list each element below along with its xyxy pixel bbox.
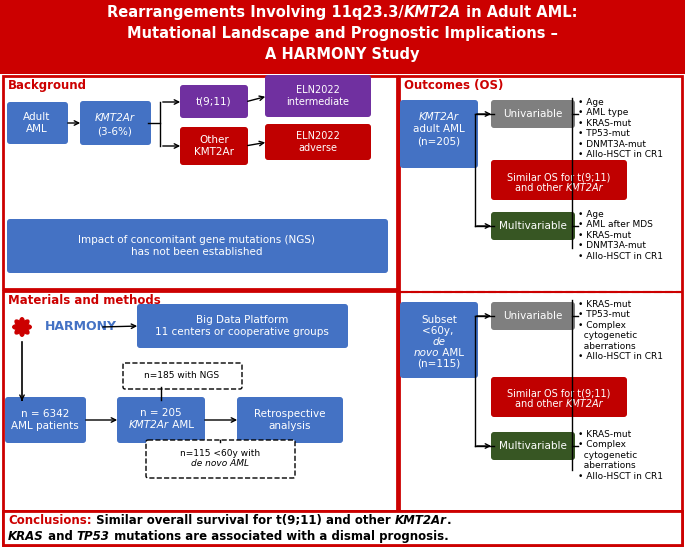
Text: KMT2Ar: KMT2Ar: [419, 112, 459, 122]
Text: KMT2Ar: KMT2Ar: [566, 183, 603, 193]
Text: Background: Background: [8, 79, 87, 92]
Text: Similar OS for t(9;11): Similar OS for t(9;11): [508, 172, 611, 182]
Text: • KRAS-mut
• Complex
  cytogenetic
  aberrations
• Allo-HSCT in CR1: • KRAS-mut • Complex cytogenetic aberrat…: [578, 430, 663, 481]
FancyBboxPatch shape: [491, 377, 627, 417]
Text: n = 6342
AML patients: n = 6342 AML patients: [11, 409, 79, 431]
Text: in Adult AML:: in Adult AML:: [461, 5, 577, 20]
Text: Retrospective
analysis: Retrospective analysis: [254, 409, 326, 431]
Text: KMT2Ar: KMT2Ar: [95, 113, 135, 123]
Text: KMT2Ar: KMT2Ar: [128, 420, 169, 430]
Text: Conclusions:: Conclusions:: [8, 514, 92, 527]
FancyBboxPatch shape: [5, 397, 86, 443]
Text: KRAS: KRAS: [8, 530, 44, 543]
FancyBboxPatch shape: [400, 100, 478, 168]
Text: Adult
AML: Adult AML: [23, 112, 51, 134]
Bar: [0, 0, 685, 74]
FancyBboxPatch shape: [491, 160, 627, 200]
FancyBboxPatch shape: [491, 302, 575, 330]
Text: and other: and other: [515, 399, 566, 409]
FancyBboxPatch shape: [117, 397, 205, 443]
Text: KMT2Ar: KMT2Ar: [395, 514, 447, 527]
FancyBboxPatch shape: [400, 302, 478, 378]
Text: HARMONY: HARMONY: [45, 321, 117, 334]
Ellipse shape: [21, 327, 29, 335]
Text: novo: novo: [414, 348, 439, 358]
Text: Big Data Platform
11 centers or cooperative groups: Big Data Platform 11 centers or cooperat…: [155, 315, 329, 337]
Ellipse shape: [19, 327, 25, 337]
Text: (n=205): (n=205): [417, 136, 460, 146]
FancyBboxPatch shape: [180, 127, 248, 165]
Text: Other
KMT2Ar: Other KMT2Ar: [194, 135, 234, 157]
Ellipse shape: [19, 317, 25, 327]
FancyBboxPatch shape: [137, 304, 348, 348]
FancyBboxPatch shape: [491, 432, 575, 460]
Text: de novo AML: de novo AML: [191, 459, 249, 468]
FancyBboxPatch shape: [146, 440, 295, 478]
FancyBboxPatch shape: [265, 75, 371, 117]
Text: Subset: Subset: [421, 315, 457, 325]
Text: and: and: [44, 530, 77, 543]
Text: <60y,: <60y,: [422, 326, 456, 336]
FancyBboxPatch shape: [180, 85, 248, 118]
Ellipse shape: [14, 319, 23, 328]
Text: AML: AML: [169, 420, 194, 430]
Text: TP53: TP53: [77, 530, 110, 543]
FancyBboxPatch shape: [491, 100, 575, 128]
Text: ELN2022
intermediate: ELN2022 intermediate: [286, 85, 349, 107]
Bar: [3, 511, 682, 545]
Text: t(9;11): t(9;11): [196, 96, 232, 106]
Text: Outcomes (OS): Outcomes (OS): [404, 79, 503, 92]
FancyBboxPatch shape: [237, 397, 343, 443]
FancyBboxPatch shape: [80, 101, 151, 145]
Text: and other: and other: [515, 183, 566, 193]
Bar: [3, 76, 397, 289]
FancyBboxPatch shape: [7, 219, 388, 273]
Text: ELN2022
adverse: ELN2022 adverse: [296, 131, 340, 153]
Ellipse shape: [22, 324, 32, 330]
Text: KMT2Ar: KMT2Ar: [566, 399, 603, 409]
Text: .: .: [447, 514, 451, 527]
Text: Multivariable: Multivariable: [499, 221, 567, 231]
FancyBboxPatch shape: [491, 212, 575, 240]
Text: Univariable: Univariable: [503, 311, 562, 321]
Text: Similar OS for t(9;11): Similar OS for t(9;11): [508, 388, 611, 398]
Text: • Age
• AML type
• KRAS-mut
• TP53-mut
• DNMT3A-mut
• Allo-HSCT in CR1: • Age • AML type • KRAS-mut • TP53-mut •…: [578, 98, 663, 159]
Text: n = 205: n = 205: [140, 408, 182, 418]
Text: Similar overall survival for t(9;11) and other: Similar overall survival for t(9;11) and…: [92, 514, 395, 527]
Ellipse shape: [21, 319, 29, 328]
Text: AML: AML: [439, 348, 464, 358]
Circle shape: [18, 323, 26, 331]
Text: • Age
• AML after MDS
• KRAS-mut
• DNMT3A-mut
• Allo-HSCT in CR1: • Age • AML after MDS • KRAS-mut • DNMT3…: [578, 210, 663, 260]
Text: n=115 <60y with: n=115 <60y with: [180, 449, 260, 457]
FancyBboxPatch shape: [123, 363, 242, 389]
Text: mutations are associated with a dismal prognosis.: mutations are associated with a dismal p…: [110, 530, 449, 543]
Bar: [3, 291, 397, 511]
FancyBboxPatch shape: [7, 102, 68, 144]
Text: Rearrangements Involving 11q23.3/: Rearrangements Involving 11q23.3/: [107, 5, 403, 20]
Text: Multivariable: Multivariable: [499, 441, 567, 451]
Text: Univariable: Univariable: [503, 109, 562, 119]
Text: n=185 with NGS: n=185 with NGS: [145, 371, 220, 381]
Text: (n=115): (n=115): [417, 359, 460, 369]
Ellipse shape: [12, 324, 22, 330]
Text: Materials and methods: Materials and methods: [8, 294, 161, 307]
Text: • KRAS-mut
• TP53-mut
• Complex
  cytogenetic
  aberrations
• Allo-HSCT in CR1: • KRAS-mut • TP53-mut • Complex cytogene…: [578, 300, 663, 361]
Ellipse shape: [14, 327, 23, 335]
Bar: [3, 511, 682, 545]
FancyBboxPatch shape: [265, 124, 371, 160]
Text: Mutational Landscape and Prognostic Implications –: Mutational Landscape and Prognostic Impl…: [127, 26, 558, 41]
Text: (3-6%): (3-6%): [97, 126, 132, 136]
Text: adult AML: adult AML: [413, 124, 465, 134]
Bar: [399, 76, 682, 511]
Text: Impact of concomitant gene mutations (NGS)
has not been established: Impact of concomitant gene mutations (NG…: [79, 235, 316, 257]
Text: KMT2A: KMT2A: [403, 5, 461, 20]
Text: de: de: [432, 337, 445, 347]
Text: A HARMONY Study: A HARMONY Study: [264, 47, 419, 62]
